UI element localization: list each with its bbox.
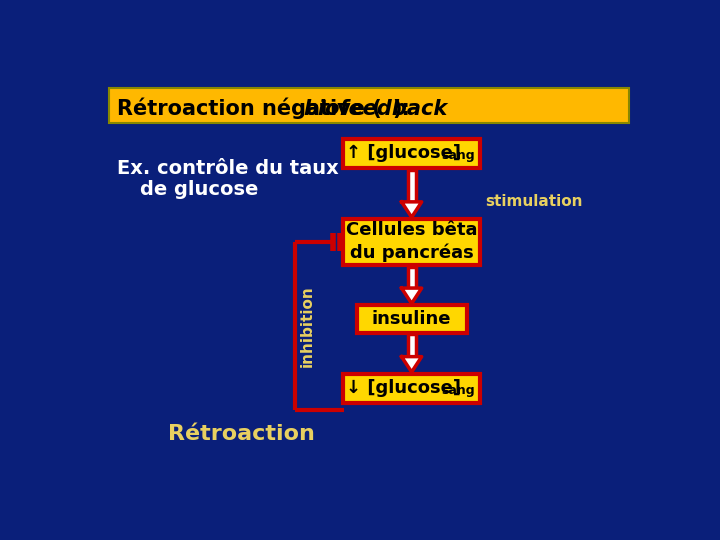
Text: ↑ [glucose]: ↑ [glucose] [346,144,462,163]
Text: ):: ): [392,99,410,119]
FancyBboxPatch shape [408,267,415,288]
Text: ↓ [glucose]: ↓ [glucose] [346,379,462,397]
Text: Rétroaction négative (: Rétroaction négative ( [117,98,382,119]
FancyBboxPatch shape [343,374,480,403]
Polygon shape [402,288,422,303]
Text: Rétroaction: Rétroaction [168,424,315,444]
FancyBboxPatch shape [343,139,480,168]
Text: sang: sang [441,384,475,397]
Text: insuline: insuline [372,310,451,328]
FancyBboxPatch shape [408,170,415,202]
Text: Ex. contrôle du taux: Ex. contrôle du taux [117,159,339,178]
Text: de glucose: de glucose [140,180,258,199]
Text: Cellules bêta
du pancréas: Cellules bêta du pancréas [346,221,477,262]
Text: inhibition: inhibition [300,285,315,367]
FancyBboxPatch shape [109,88,629,123]
FancyBboxPatch shape [343,219,480,265]
Text: biofeedback: biofeedback [303,99,447,119]
Text: sang: sang [441,149,475,162]
Polygon shape [402,202,422,217]
FancyBboxPatch shape [408,334,415,356]
FancyBboxPatch shape [356,305,467,333]
Text: stimulation: stimulation [485,194,582,210]
Polygon shape [402,356,422,372]
